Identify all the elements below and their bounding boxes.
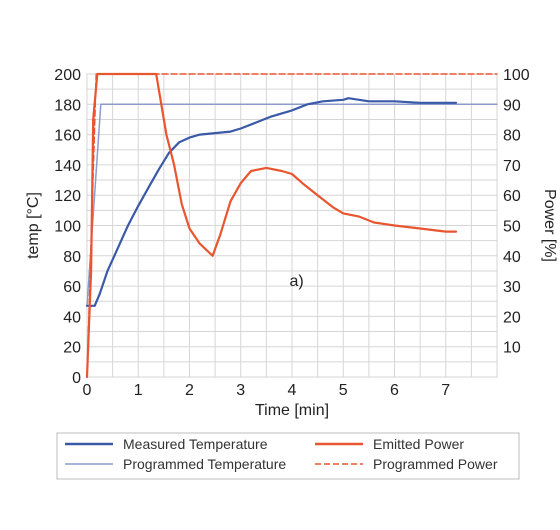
y-left-tick-label: 20 xyxy=(63,340,81,357)
series-line-measured-temperature xyxy=(85,97,458,307)
y-left-tick-label: 160 xyxy=(54,128,81,145)
x-tick-label: 1 xyxy=(134,382,143,399)
legend: Measured Temperature Programmed Temperatu… xyxy=(56,432,520,480)
legend-box xyxy=(56,432,520,480)
x-axis-label: Time [min] xyxy=(255,402,329,419)
legend-label: Measured Temperature xyxy=(123,436,268,452)
y-left-tick-label: 140 xyxy=(54,158,81,175)
y-left-tick-label: 60 xyxy=(63,279,81,296)
y-axis-right-label: Power [%] xyxy=(541,189,558,262)
x-tick-label: 5 xyxy=(339,382,348,399)
y-right-tick-label: 60 xyxy=(503,188,521,205)
y-right-tick-label: 90 xyxy=(503,97,521,114)
x-tick-label: 2 xyxy=(185,382,194,399)
y-right-tick-label: 50 xyxy=(503,219,521,236)
x-tick-label: 0 xyxy=(83,382,92,399)
x-tick-label: 6 xyxy=(390,382,399,399)
grid-lines xyxy=(86,73,498,378)
y-left-tick-label: 100 xyxy=(54,219,81,236)
y-right-tick-label: 100 xyxy=(503,67,530,84)
y-right-tick-label: 20 xyxy=(503,309,521,326)
y-left-tick-label: 120 xyxy=(54,188,81,205)
x-tick-label: 4 xyxy=(288,382,297,399)
y-right-tick-label: 40 xyxy=(503,249,521,266)
y-left-tick-label: 0 xyxy=(72,370,81,387)
y-left-tick-label: 180 xyxy=(54,97,81,114)
y-right-tick-label: 80 xyxy=(503,128,521,145)
legend-label: Programmed Power xyxy=(373,456,498,472)
y-right-tick-label: 70 xyxy=(503,158,521,175)
y-left-tick-label: 200 xyxy=(54,67,81,84)
series-layer xyxy=(85,72,498,379)
y-left-tick-label: 40 xyxy=(63,309,81,326)
x-tick-label: 7 xyxy=(441,382,450,399)
chart-annotation: a) xyxy=(289,273,303,290)
series-line-emitted-power xyxy=(85,72,458,379)
y-left-tick-label: 80 xyxy=(63,249,81,266)
y-right-tick-label: 10 xyxy=(503,340,521,357)
legend-label: Programmed Temperature xyxy=(123,456,286,472)
y-right-tick-label: 30 xyxy=(503,279,521,296)
legend-items: Measured Temperature Programmed Temperatu… xyxy=(65,436,498,472)
y-axis-left-label: temp [°C] xyxy=(25,192,42,259)
tick-labels: 0204060801001201401601802001020304050607… xyxy=(54,67,530,399)
x-tick-label: 3 xyxy=(236,382,245,399)
legend-label: Emitted Power xyxy=(373,436,464,452)
